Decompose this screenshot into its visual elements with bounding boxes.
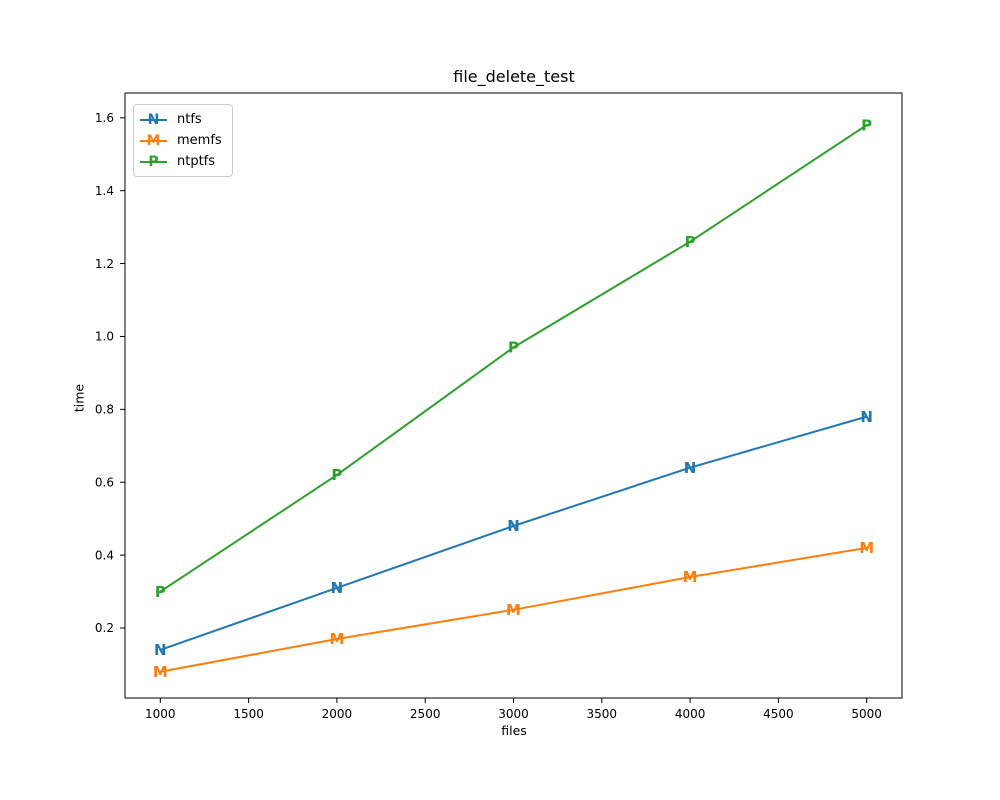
y-tick-label: 1.0 (95, 330, 114, 344)
letter-marker-icon: M (146, 132, 161, 149)
x-tick-label: 3500 (587, 707, 618, 721)
legend-line-sample (140, 118, 167, 121)
y-tick-label: 1.4 (95, 184, 114, 198)
legend-marker-ntfs: N (140, 112, 167, 128)
data-point-marker-ntfs: N (154, 641, 167, 659)
letter-marker-icon: P (148, 153, 159, 170)
legend-marker-memfs: M (140, 133, 167, 149)
series-line-ntfs (159, 415, 868, 651)
y-axis-label: time (71, 383, 87, 413)
chart-title: file_delete_test (453, 67, 575, 86)
data-point-marker-ntptfs: P (508, 339, 519, 357)
legend-item-ntfs: N ntfs (140, 109, 222, 130)
data-point-marker-ntptfs: P (685, 233, 696, 251)
x-tick-label: 4500 (763, 707, 794, 721)
y-tick-label: 1.2 (95, 257, 114, 271)
letter-marker-icon: N (147, 111, 160, 128)
legend-label: ntptfs (177, 154, 216, 169)
x-tick-label: 2000 (322, 707, 353, 721)
y-tick-label: 0.8 (95, 403, 114, 417)
legend-marker-ntptfs: P (140, 154, 167, 170)
data-point-marker-ntfs: N (860, 408, 873, 426)
x-tick-label: 2500 (410, 707, 441, 721)
x-tick-label: 4000 (675, 707, 706, 721)
series-line-memfs (159, 546, 868, 673)
data-point-marker-ntptfs: P (331, 466, 342, 484)
data-point-marker-memfs: M (683, 568, 698, 586)
series-line-ntptfs (159, 124, 868, 593)
x-axis-label: files (501, 723, 527, 738)
legend-line-sample (140, 160, 167, 163)
data-point-marker-memfs: M (153, 663, 168, 681)
data-point-marker-ntptfs: P (155, 583, 166, 601)
data-point-marker-ntfs: N (331, 579, 344, 597)
legend-item-memfs: M memfs (140, 130, 222, 151)
legend-label: memfs (177, 133, 222, 148)
x-tick-label: 1000 (145, 707, 176, 721)
y-tick-label: 0.4 (95, 548, 114, 562)
data-point-marker-memfs: M (329, 630, 344, 648)
y-tick-label: 1.6 (95, 111, 114, 125)
x-tick-label: 3000 (498, 707, 529, 721)
data-point-marker-memfs: M (859, 539, 874, 557)
data-point-marker-memfs: M (506, 601, 521, 619)
data-point-marker-ntfs: N (684, 459, 697, 477)
data-point-marker-ntfs: N (507, 517, 520, 535)
x-tick-label: 5000 (851, 707, 882, 721)
x-tick-label: 1500 (233, 707, 264, 721)
data-point-marker-ntptfs: P (861, 116, 872, 134)
legend-line-sample (140, 139, 167, 142)
legend-item-ntptfs: P ntptfs (140, 151, 222, 172)
legend: N ntfs M memfs P ntptfs (133, 104, 233, 177)
y-tick-label: 0.6 (95, 475, 114, 489)
y-tick-label: 0.2 (95, 621, 114, 635)
legend-label: ntfs (177, 112, 202, 127)
